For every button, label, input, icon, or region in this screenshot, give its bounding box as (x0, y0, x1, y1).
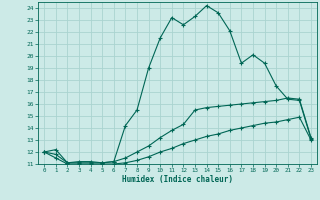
X-axis label: Humidex (Indice chaleur): Humidex (Indice chaleur) (122, 175, 233, 184)
